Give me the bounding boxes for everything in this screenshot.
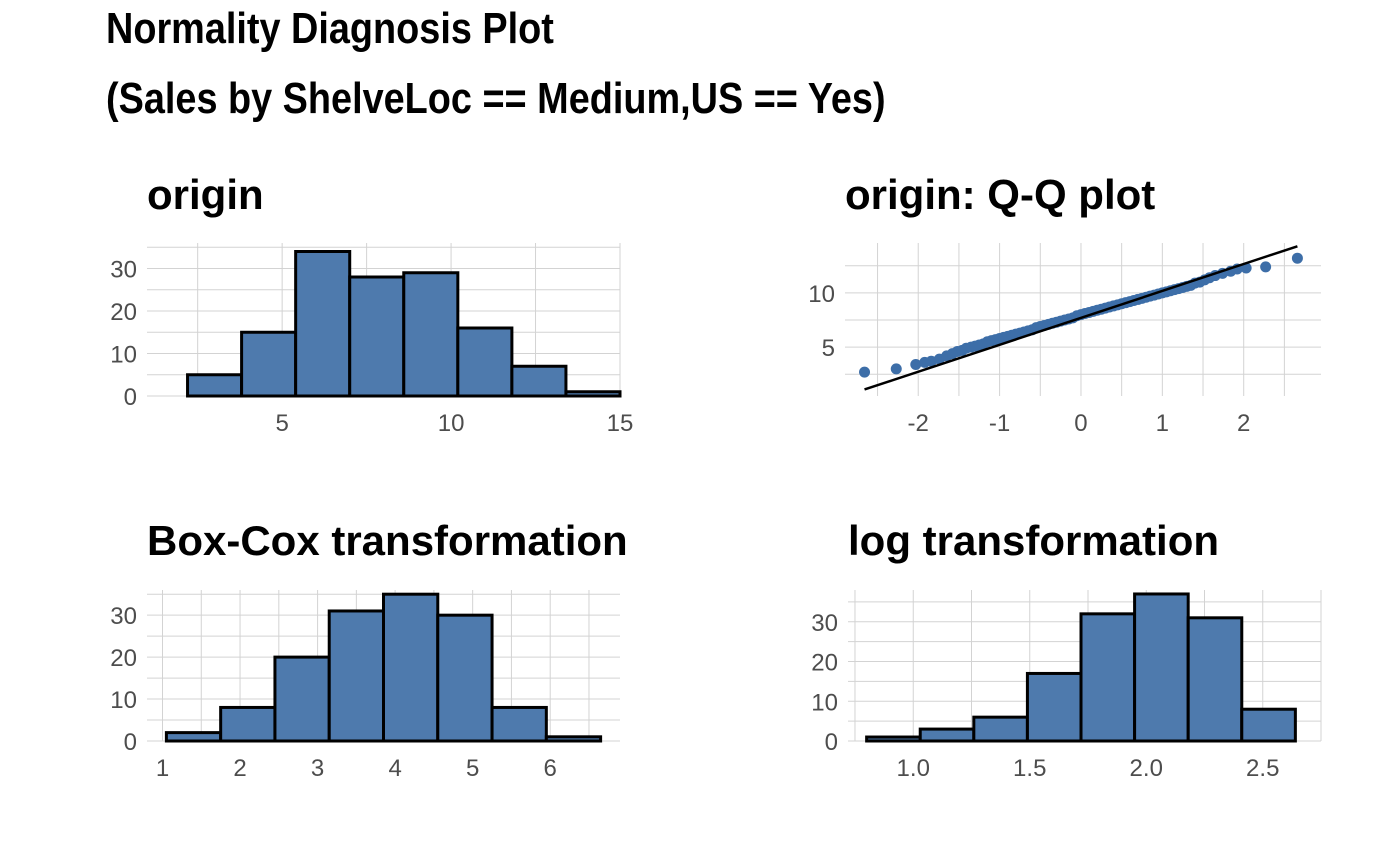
histogram-bar (1025, 671, 1083, 743)
grid (845, 243, 1321, 396)
y-tick-label: 0 (124, 729, 137, 756)
histogram-bar (240, 330, 298, 398)
y-tick-label: 0 (825, 729, 838, 756)
y-tick-label: 10 (110, 687, 137, 714)
chart-panel-4: log transformation 0 10 20 30 1.0 1.5 2.0 2.5 (811, 517, 1322, 782)
histogram-bar (348, 275, 406, 398)
bars (164, 592, 603, 743)
page-title: Normality Diagnosis Plot (106, 4, 554, 53)
qq-point (890, 363, 902, 375)
histogram-bar (918, 727, 976, 743)
y-tick-label: 20 (110, 645, 137, 672)
histogram-bar (1240, 707, 1297, 743)
qq-point (859, 366, 871, 378)
y-tick-label: 5 (822, 335, 835, 362)
x-tick-label: 2.0 (1130, 755, 1163, 782)
x-tick-label: 1 (156, 755, 169, 782)
y-tick-label: 10 (811, 689, 838, 716)
histogram-bar (436, 613, 494, 743)
x-tick-label: 5 (275, 410, 288, 437)
histogram-bar (186, 373, 244, 398)
chart-panel-2: origin: Q-Q plot 5 10 -2 -1 0 1 2 (808, 171, 1321, 437)
panel-title: Box-Cox transformation (147, 517, 628, 564)
x-tick-label: 2.5 (1246, 755, 1279, 782)
histogram-bar (1186, 616, 1244, 743)
histogram-bar (865, 735, 922, 743)
histogram-bar (972, 715, 1029, 743)
page-subtitle: (Sales by ShelveLoc == Medium,US == Yes) (106, 74, 886, 123)
histogram-bar (564, 390, 622, 398)
histogram-bar (273, 655, 331, 743)
x-tick-label: 10 (438, 410, 465, 437)
bars (186, 250, 622, 398)
histogram-bar (544, 735, 603, 743)
qq-reference-line (864, 245, 1298, 391)
histogram-bar (294, 250, 352, 398)
x-tick-label: -1 (989, 410, 1010, 437)
panel-title: origin (147, 171, 264, 218)
y-tick-label: 10 (808, 281, 835, 308)
histogram-bar (1133, 592, 1190, 743)
x-tick-label: 15 (607, 410, 634, 437)
qq-point (1260, 261, 1272, 273)
y-tick-label: 20 (811, 650, 838, 677)
histogram-bar (327, 609, 386, 743)
x-tick-label: 2 (1237, 410, 1250, 437)
qq-point (1291, 252, 1303, 264)
y-tick-label: 30 (110, 603, 137, 630)
chart-panel-3: Box-Cox transformation 0 10 20 30 1 2 3 4 5 6 (110, 517, 627, 782)
y-tick-label: 0 (124, 384, 137, 411)
x-tick-label: 5 (466, 755, 479, 782)
y-tick-label: 30 (811, 610, 838, 637)
histogram-bar (219, 705, 277, 743)
y-tick-label: 20 (110, 299, 137, 326)
histogram-bar (164, 731, 223, 743)
x-tick-label: 6 (544, 755, 557, 782)
y-tick-label: 10 (110, 342, 137, 369)
x-tick-label: 2 (233, 755, 246, 782)
x-tick-label: 0 (1074, 410, 1087, 437)
qq-point (910, 359, 922, 371)
x-tick-label: 4 (388, 755, 401, 782)
histogram-bar (1079, 612, 1137, 743)
x-tick-label: 1.0 (897, 755, 930, 782)
bars (865, 592, 1297, 743)
x-tick-label: 1 (1156, 410, 1169, 437)
chart-panel-1: origin 0 10 20 30 5 10 15 (110, 171, 633, 437)
panel-title: log transformation (848, 517, 1219, 564)
panel-title: origin: Q-Q plot (845, 171, 1155, 218)
histogram-bar (510, 364, 568, 398)
histogram-bar (402, 271, 460, 398)
x-tick-label: 1.5 (1013, 755, 1046, 782)
x-tick-label: 3 (311, 755, 324, 782)
histogram-bar (490, 705, 548, 743)
y-tick-label: 30 (110, 257, 137, 284)
histogram-bar (382, 592, 440, 743)
x-tick-label: -2 (908, 410, 929, 437)
histogram-bar (456, 326, 514, 398)
